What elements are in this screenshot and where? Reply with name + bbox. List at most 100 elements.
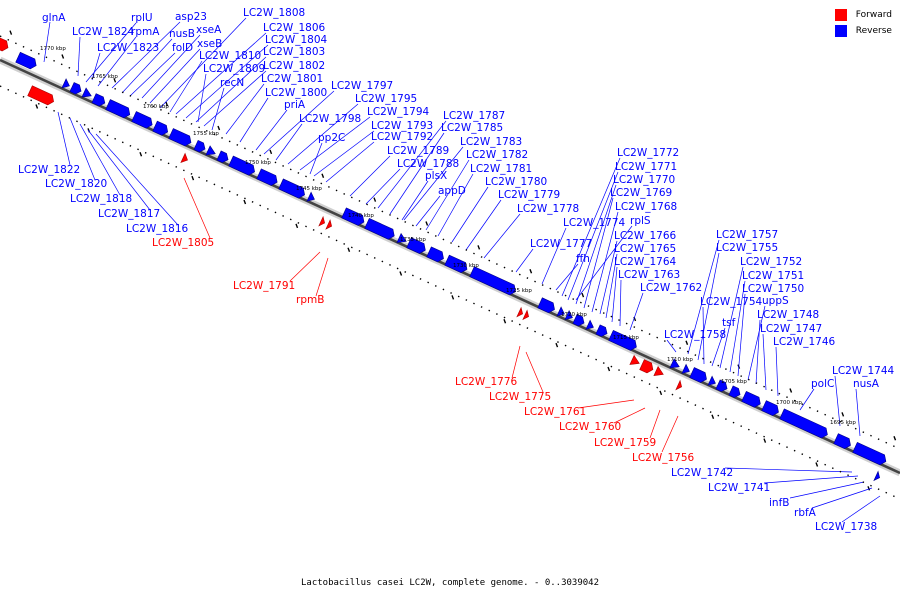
reverse-gene-arrow — [193, 140, 206, 153]
gene-label: xseB — [197, 38, 222, 50]
reverse-gene-arrow — [396, 232, 407, 244]
reverse-gene-arrow — [81, 87, 92, 98]
label-leader-line — [619, 279, 622, 327]
kbp-tick-label: 1770 kbp — [40, 46, 66, 52]
label-leader-line — [515, 248, 534, 273]
track-tick — [477, 245, 481, 250]
gene-label: LC2W_1747 — [760, 323, 822, 335]
label-leader-line — [299, 116, 371, 171]
track-tick — [191, 175, 195, 181]
label-leader-line — [591, 211, 619, 313]
label-leader-line — [575, 225, 633, 301]
forward-gene-arrow — [629, 354, 640, 365]
gene-label: LC2W_1794 — [367, 106, 430, 118]
reverse-gene-arrow — [205, 145, 216, 156]
reverse-gene-arrow — [469, 266, 516, 296]
gene-label: LC2W_1742 — [671, 467, 733, 479]
label-leader-line — [141, 34, 201, 99]
gene-label: rplU — [131, 12, 153, 24]
label-leader-line — [149, 48, 201, 104]
gene-label: nusB — [169, 28, 195, 40]
track-tick — [581, 292, 585, 298]
gene-label: LC2W_1806 — [263, 22, 326, 34]
label-leader-line — [225, 83, 265, 135]
label-leader-line — [377, 120, 447, 209]
gene-label: rbfA — [794, 507, 817, 519]
label-leader-line — [195, 56, 267, 123]
map-caption: Lactobacillus casei LC2W, complete genom… — [300, 578, 599, 588]
gene-label: LC2W_1804 — [265, 34, 328, 46]
reverse-gene-arrow — [105, 99, 131, 119]
reverse-gene-arrow — [681, 363, 690, 374]
kbp-tick-label: 1745 kbp — [296, 186, 322, 192]
label-leader-line — [43, 21, 51, 63]
forward-gene-arrow — [27, 85, 54, 106]
reverse-gene-arrow — [426, 246, 444, 263]
gene-label: LC2W_1797 — [331, 80, 393, 92]
kbp-tick-label: 1720 kbp — [561, 312, 587, 318]
label-leader-line — [437, 173, 474, 237]
gene-label: ffh — [576, 253, 590, 265]
label-leader-line — [855, 388, 861, 437]
legend-forward: Forward — [834, 8, 892, 22]
reverse-gene-arrow — [341, 207, 365, 226]
label-leader-line — [661, 415, 679, 453]
reverse-gene-arrow — [833, 433, 851, 449]
track-tick — [841, 412, 845, 417]
gene-label: LC2W_1809 — [203, 63, 265, 75]
reverse-gene-arrow — [585, 319, 594, 330]
gene-label: uppS — [762, 295, 789, 307]
gene-label: LC2W_1769 — [610, 187, 672, 199]
label-leader-line — [185, 44, 269, 119]
track-tick — [555, 342, 559, 348]
track-tick — [165, 101, 169, 107]
label-leader-line — [834, 375, 841, 427]
reverse-gene-arrow — [256, 168, 278, 186]
reverse-gene-arrow — [873, 470, 880, 482]
reverse-gene-arrow — [364, 218, 395, 240]
gene-label: LC2W_1766 — [614, 230, 677, 242]
gene-label: LC2W_1788 — [397, 158, 459, 170]
label-leader-line — [511, 345, 521, 379]
reverse-gene-arrow — [741, 391, 761, 408]
label-leader-line — [403, 146, 464, 221]
gene-label: LC2W_1754 — [700, 296, 763, 308]
label-leader-line — [87, 129, 151, 211]
gene-label: tsf — [722, 317, 736, 329]
gene-label: LC2W_1801 — [261, 73, 323, 85]
gene-label: LC2W_1741 — [708, 482, 770, 494]
gene-label: LC2W_1770 — [613, 174, 675, 186]
track-tick — [35, 104, 39, 109]
forward-gene-arrow — [325, 219, 332, 230]
label-leader-line — [425, 159, 470, 231]
gene-label: LC2W_1787 — [443, 110, 505, 122]
label-leader-line — [724, 467, 853, 473]
label-leader-line — [605, 253, 618, 319]
label-leader-line — [763, 475, 859, 484]
gene-label: infB — [769, 497, 789, 509]
reverse-gene-arrow — [444, 254, 468, 273]
gene-label: LC2W_1776 — [455, 376, 518, 388]
gene-label: LC2W_1795 — [355, 93, 417, 105]
track-tick — [711, 414, 715, 419]
track-tick — [113, 78, 117, 83]
reverse-gene-arrow — [564, 309, 573, 321]
reverse-gene-arrow — [556, 306, 565, 317]
gene-label: LC2W_1824 — [72, 26, 135, 38]
reverse-gene-arrow — [216, 150, 229, 163]
legend: Forward Reverse — [834, 8, 892, 40]
gene-label: LC2W_1757 — [716, 229, 778, 241]
gene-label: plsX — [425, 170, 447, 182]
gene-label: LC2W_1764 — [614, 256, 677, 268]
gene-label: LC2W_1775 — [489, 391, 551, 403]
track-tick — [295, 223, 299, 229]
reverse-gene-arrow — [715, 379, 728, 392]
label-leader-line — [239, 97, 269, 143]
label-leader-line — [255, 109, 288, 151]
reverse-gene-arrow — [228, 155, 255, 176]
reverse-gene-arrow — [152, 120, 169, 136]
label-leader-line — [483, 213, 521, 259]
reverse-swatch — [834, 25, 847, 37]
kbp-tick-label: 1710 kbp — [667, 357, 693, 363]
legend-reverse-label: Reverse — [855, 26, 892, 36]
